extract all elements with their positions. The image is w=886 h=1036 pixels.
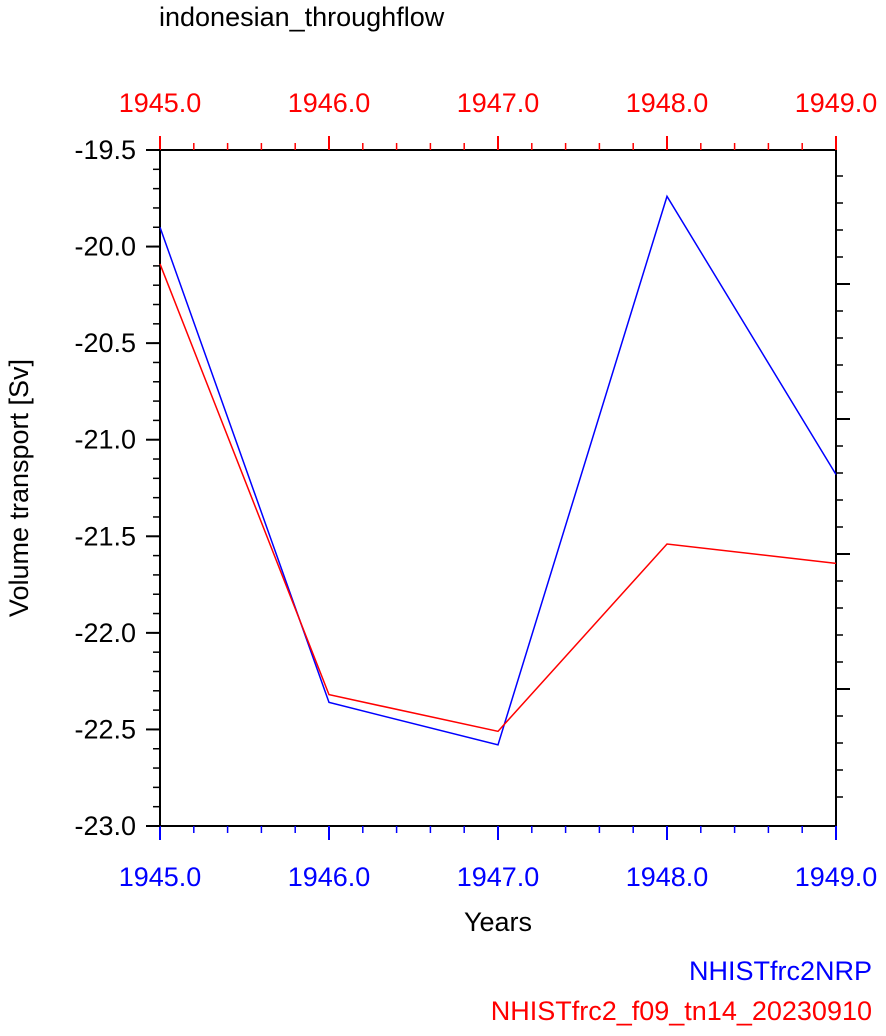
x-tick-label-top: 1948.0	[626, 88, 709, 118]
x-tick-label-bottom: 1948.0	[626, 862, 709, 892]
y-tick-label: -20.5	[74, 328, 136, 358]
y-tick-label: -22.5	[74, 714, 136, 744]
series-line-1	[159, 263, 837, 733]
x-tick-label-top: 1946.0	[288, 88, 371, 118]
y-axis-label: Volume transport [Sv]	[4, 359, 34, 617]
x-tick-label-top: 1949.0	[795, 88, 878, 118]
x-tick-label-bottom: 1946.0	[288, 862, 371, 892]
x-tick-label-bottom: 1949.0	[795, 862, 878, 892]
x-tick-label-top: 1945.0	[119, 88, 202, 118]
x-axis-label: Years	[464, 907, 532, 937]
plot-frame	[159, 149, 837, 827]
chart-title: indonesian_throughflow	[159, 2, 445, 32]
y-tick-label: -20.0	[74, 232, 136, 262]
y-tick-label: -22.0	[74, 618, 136, 648]
legend-entry-blue: NHISTfrc2NRP	[688, 956, 872, 986]
y-tick-label: -19.5	[74, 135, 136, 165]
y-tick-label: -23.0	[74, 811, 136, 841]
series-line-0	[159, 194, 837, 746]
legend-entry-red: NHISTfrc2_f09_tn14_20230910	[490, 996, 872, 1026]
y-tick-label: -21.5	[74, 521, 136, 551]
x-tick-label-top: 1947.0	[457, 88, 540, 118]
x-tick-label-bottom: 1945.0	[119, 862, 202, 892]
x-tick-label-bottom: 1947.0	[457, 862, 540, 892]
y-tick-label: -21.0	[74, 425, 136, 455]
